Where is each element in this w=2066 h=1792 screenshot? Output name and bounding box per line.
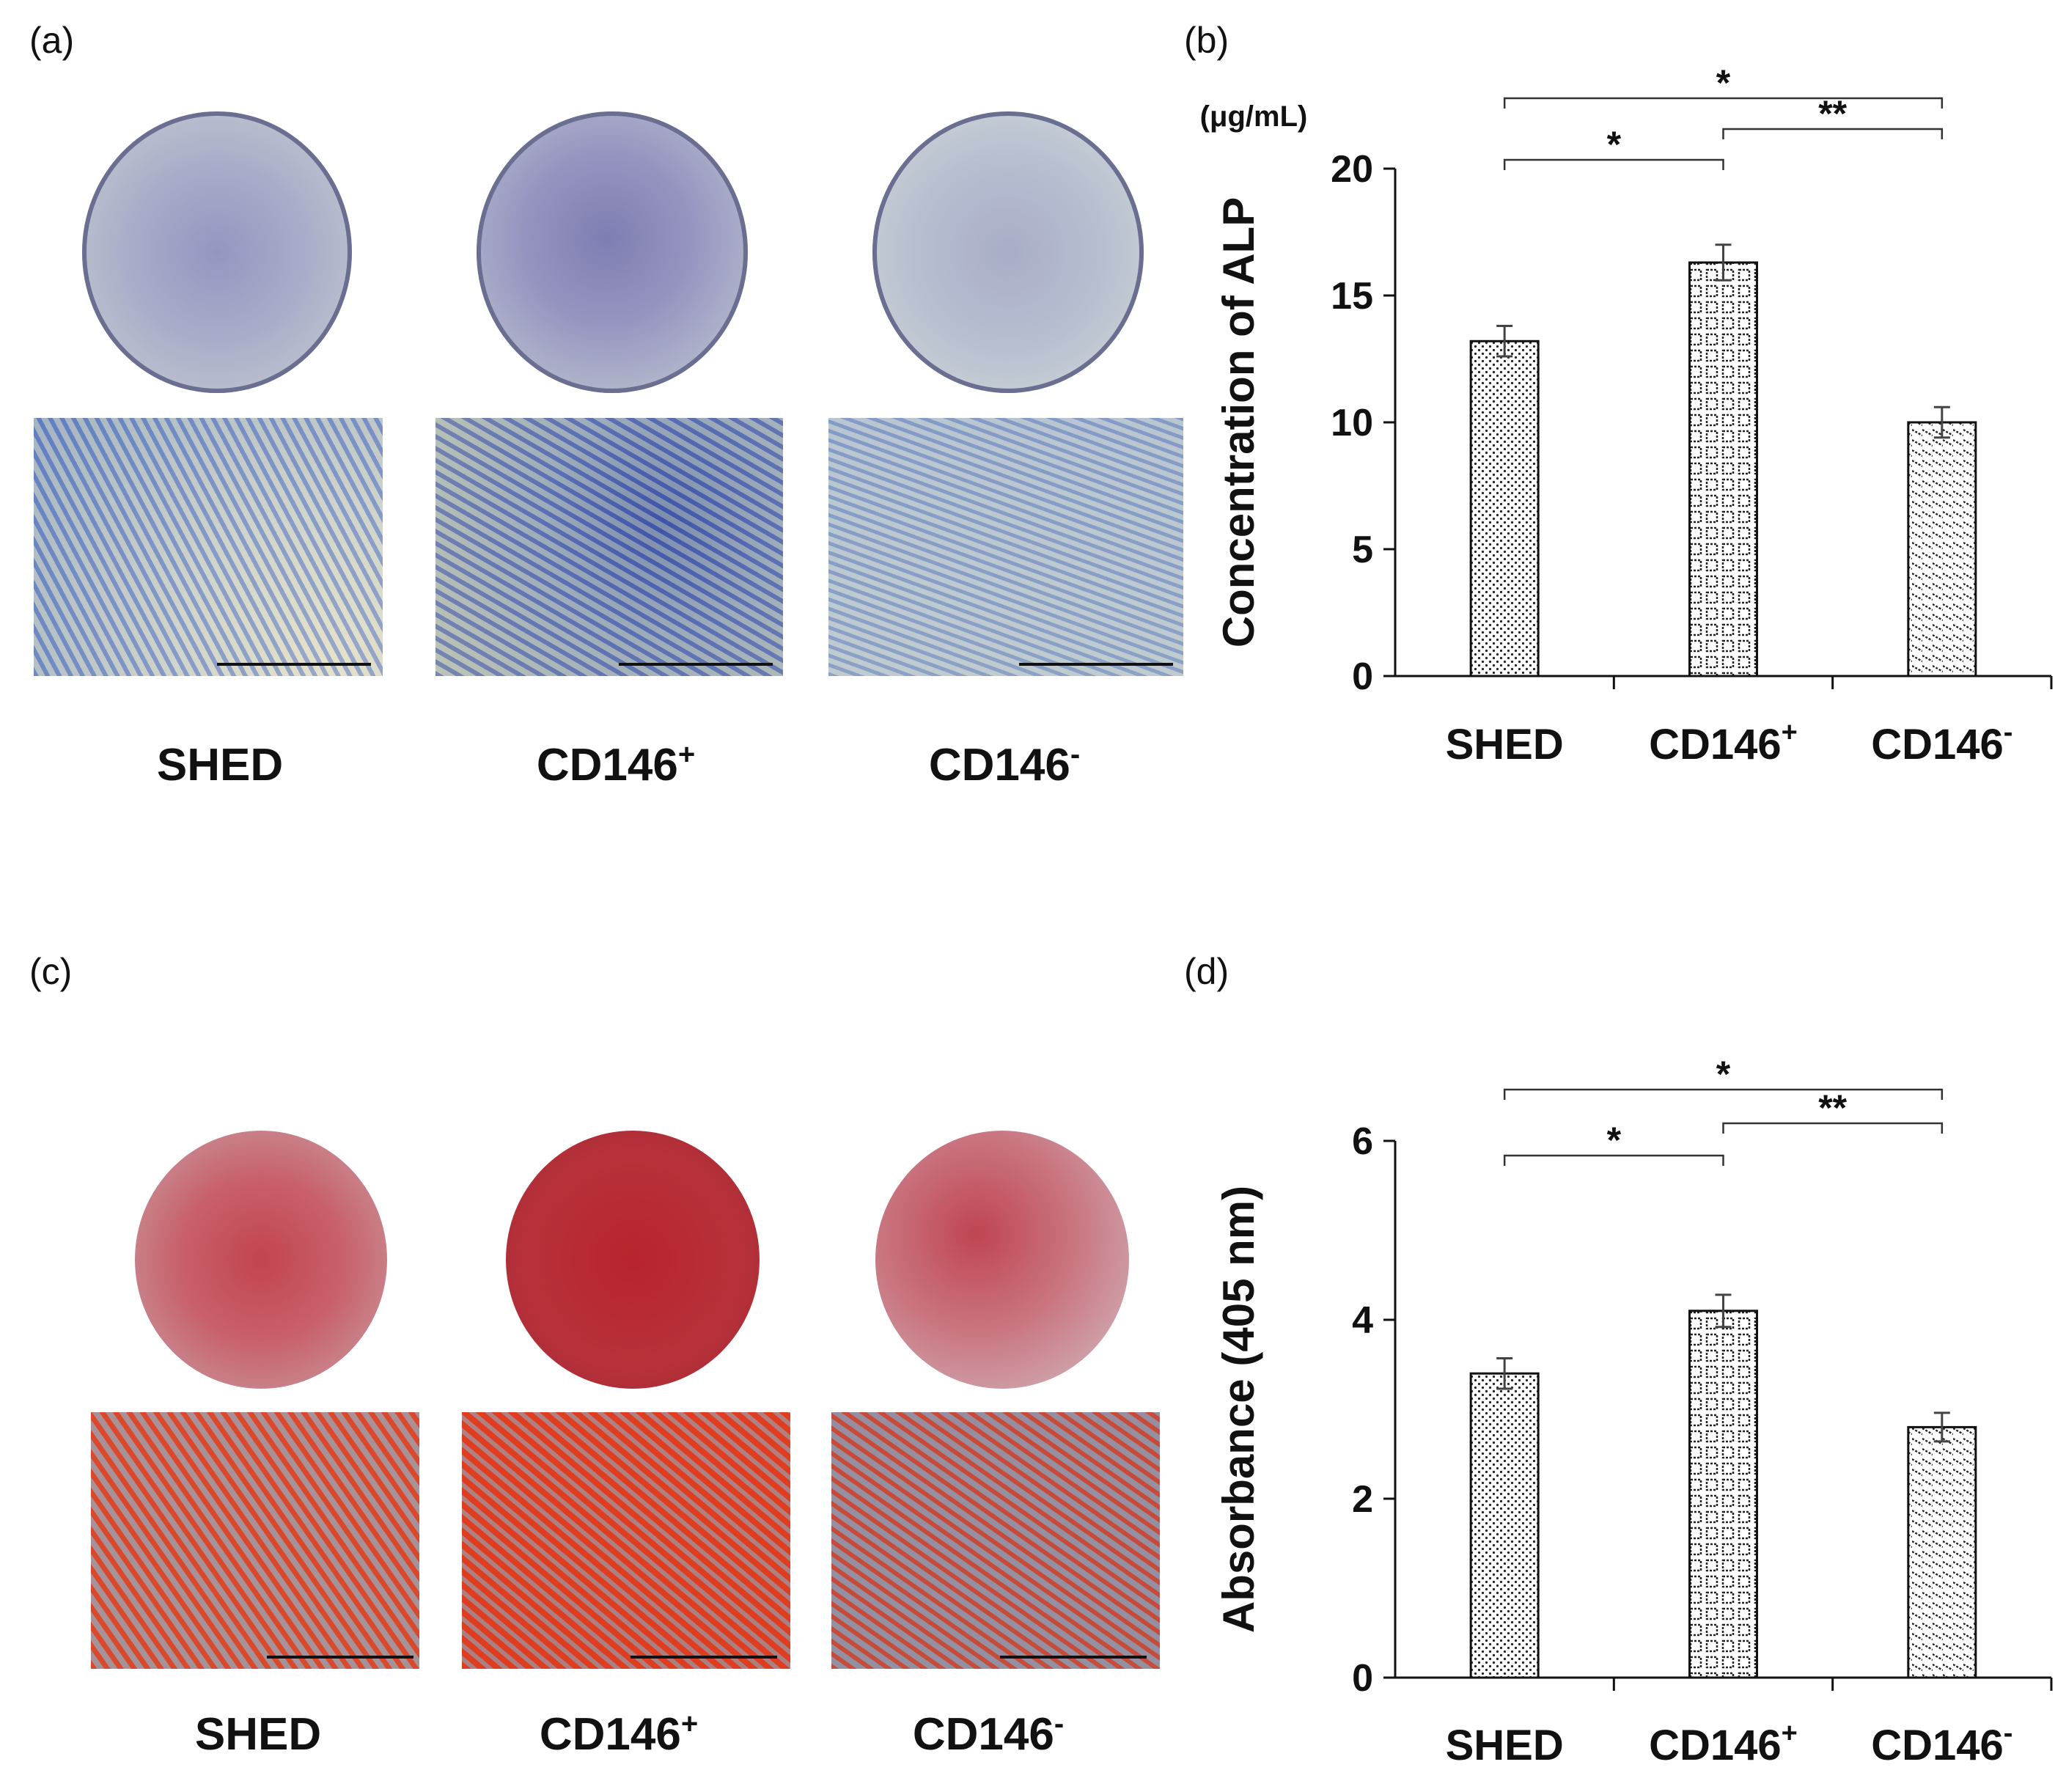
alp-dish-cd146-positive [477,111,748,393]
alp-label-cd146-positive: CD146+ [536,738,696,790]
significance-bracket [1503,158,1724,170]
bar-2 [1907,1425,1977,1679]
ars-label-cd146-positive: CD146+ [539,1708,699,1760]
y-tick-label: 5 [1352,529,1373,571]
alp-dish-cd146-negative [872,111,1144,393]
bar-1 [1688,261,1758,677]
scale-bar [267,1656,413,1659]
scale-bar [1019,663,1173,666]
significance-label: * [1607,1120,1622,1161]
ars-dish-cd146-positive [506,1131,760,1389]
significance-label: * [1716,62,1731,103]
bar-0 [1469,1372,1540,1679]
ars-micrograph-cd146-negative [831,1412,1160,1669]
panel-label-d: (d) [1184,951,1229,992]
alp-micrograph-cd146-positive [435,418,783,676]
y-tick-label: 10 [1331,402,1373,444]
significance-bracket [1503,1154,1724,1166]
ars-label-shed: SHED [194,1709,322,1760]
significance-label: * [1716,1054,1731,1095]
y-tick-label: 6 [1352,1120,1373,1163]
x-category-label: CD146- [1871,717,2012,768]
significance-label: ** [1818,93,1847,134]
scale-bar [1000,1656,1147,1659]
ars-micrograph-cd146-positive [462,1412,790,1669]
y-tick-label: 2 [1352,1478,1373,1521]
y-tick-label: 4 [1352,1299,1373,1342]
ars-dish-shed [135,1131,387,1389]
alp-micrograph-cd146-negative [828,418,1183,676]
ars-micrograph-shed [91,1412,419,1669]
y-tick-label: 0 [1352,656,1373,698]
x-category-label: SHED [1446,721,1564,768]
significance-label: ** [1818,1087,1847,1128]
x-category-label: CD146+ [1649,1718,1798,1769]
scale-bar [631,1656,777,1659]
chart-alp-concentration: 0 5 10 15 20 SHED CD146+ CD146- Concentration of… [1200,62,2053,768]
x-category-label: CD146+ [1649,717,1798,768]
scale-bar [217,663,371,666]
significance-bracket [1503,1088,1944,1100]
panel-label-b: (b) [1184,20,1229,61]
significance-bracket [1503,97,1944,109]
alp-micrograph-shed [34,418,383,676]
significance-bracket [1722,128,1944,139]
scale-bar [619,663,773,666]
alp-label-cd146-negative: CD146- [928,738,1081,790]
y-tick-label: 20 [1331,148,1373,191]
y-axis-label: Absorbance (405 nm) [1214,1186,1263,1633]
panel-label-c: (c) [29,951,73,992]
ars-label-cd146-negative: CD146- [912,1708,1065,1760]
bar-0 [1469,339,1540,677]
alp-label-shed: SHED [156,740,284,790]
panel-label-a: (a) [29,20,75,61]
significance-bracket [1722,1122,1944,1134]
significance-label: * [1607,124,1622,165]
y-axis-label: Concentration of ALP [1214,197,1263,647]
y-tick-label: 0 [1352,1657,1373,1700]
x-category-label: SHED [1446,1722,1564,1769]
chart-absorbance: 0 2 4 6 SHED CD146+ CD146- Absorbance (405 nm) *… [1214,1054,2053,1769]
y-tick-label: 15 [1331,275,1373,317]
x-category-label: CD146- [1871,1718,2012,1769]
alp-dish-shed [82,111,352,393]
ars-dish-cd146-negative [875,1131,1129,1389]
bar-1 [1688,1310,1758,1679]
bar-2 [1907,421,1977,677]
y-unit-label: (μg/mL) [1200,100,1308,133]
